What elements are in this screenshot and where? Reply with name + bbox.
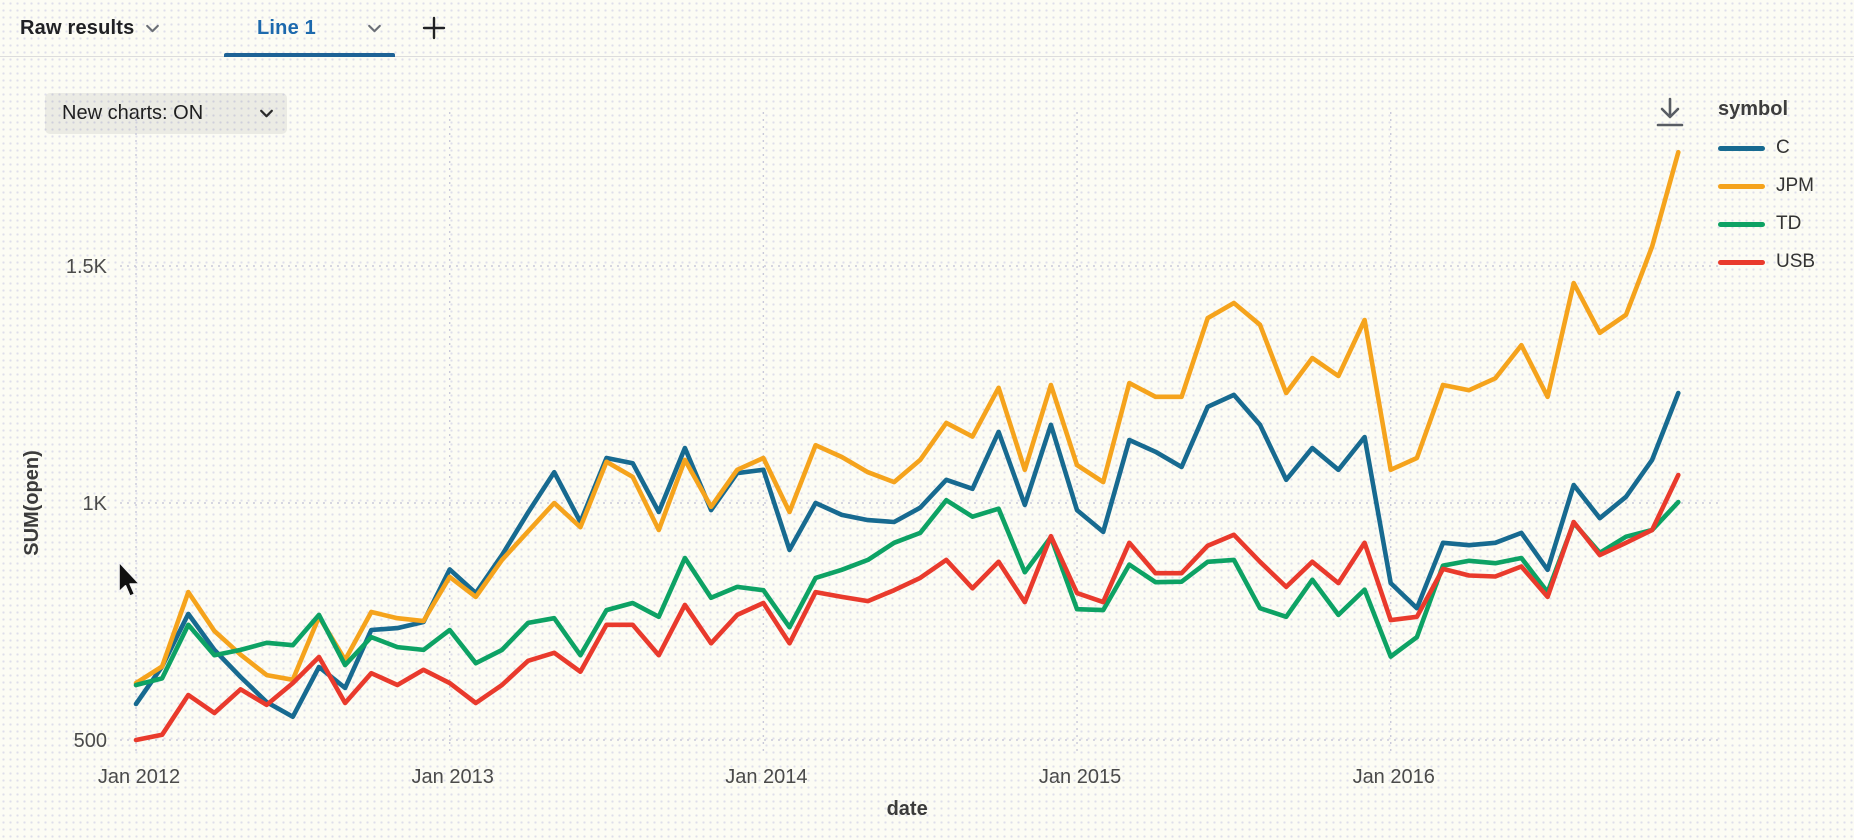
download-icon <box>1656 97 1684 127</box>
svg-text:Jan 2014: Jan 2014 <box>725 766 807 788</box>
svg-text:SUM(open): SUM(open) <box>21 450 43 556</box>
legend-swatch-USB <box>1718 259 1765 265</box>
chevron-down-icon <box>368 24 381 33</box>
legend-label-JPM: JPM <box>1776 175 1814 196</box>
tab-line-1[interactable]: Line 1 <box>257 0 383 57</box>
legend-label-TD: TD <box>1776 213 1802 234</box>
legend-swatch-JPM <box>1718 183 1765 189</box>
legend: symbol C JPM TD USB <box>1718 98 1815 288</box>
new-charts-toggle[interactable]: New charts: ON <box>45 93 287 134</box>
legend-swatch-TD <box>1718 221 1765 227</box>
chevron-down-icon <box>146 24 160 33</box>
series-line-TD[interactable] <box>133 497 1681 688</box>
svg-text:1K: 1K <box>83 493 108 515</box>
svg-text:Jan 2013: Jan 2013 <box>412 766 494 788</box>
series-line-USB[interactable] <box>133 472 1681 743</box>
legend-label-C: C <box>1776 137 1790 158</box>
legend-swatch-C <box>1718 145 1765 151</box>
svg-text:Jan 2015: Jan 2015 <box>1039 766 1121 788</box>
add-tab-button[interactable] <box>420 14 448 42</box>
series-line-C[interactable] <box>133 390 1681 720</box>
line-chart[interactable]: 500 1K 1.5K Jan 2012 Jan 2013 Jan 2014 Jan 201… <box>0 57 1854 840</box>
tab-raw-results[interactable]: Raw results <box>20 0 161 57</box>
tab-line-1-label: Line 1 <box>257 17 316 39</box>
legend-item-USB[interactable]: USB <box>1718 250 1815 274</box>
legend-label-USB: USB <box>1776 251 1816 272</box>
tab-bar: Raw results Line 1 <box>0 0 1854 57</box>
plus-icon <box>422 16 446 40</box>
legend-item-TD[interactable]: TD <box>1718 212 1815 236</box>
new-charts-toggle-label: New charts: ON <box>62 102 204 124</box>
legend-item-JPM[interactable]: JPM <box>1718 174 1815 198</box>
svg-text:1.5K: 1.5K <box>66 256 108 278</box>
legend-title: symbol <box>1718 98 1789 120</box>
legend-items: C JPM TD USB <box>1718 136 1815 274</box>
legend-item-C[interactable]: C <box>1718 136 1815 160</box>
svg-text:Jan 2012: Jan 2012 <box>98 766 180 788</box>
tab-raw-results-label: Raw results <box>20 17 135 39</box>
download-button[interactable] <box>1650 92 1690 134</box>
svg-text:date: date <box>887 798 928 820</box>
active-tab-indicator <box>224 53 395 57</box>
svg-text:Jan 2016: Jan 2016 <box>1353 766 1435 788</box>
chevron-down-icon <box>260 109 273 118</box>
svg-text:500: 500 <box>74 730 107 752</box>
series-line-JPM[interactable] <box>133 149 1681 686</box>
